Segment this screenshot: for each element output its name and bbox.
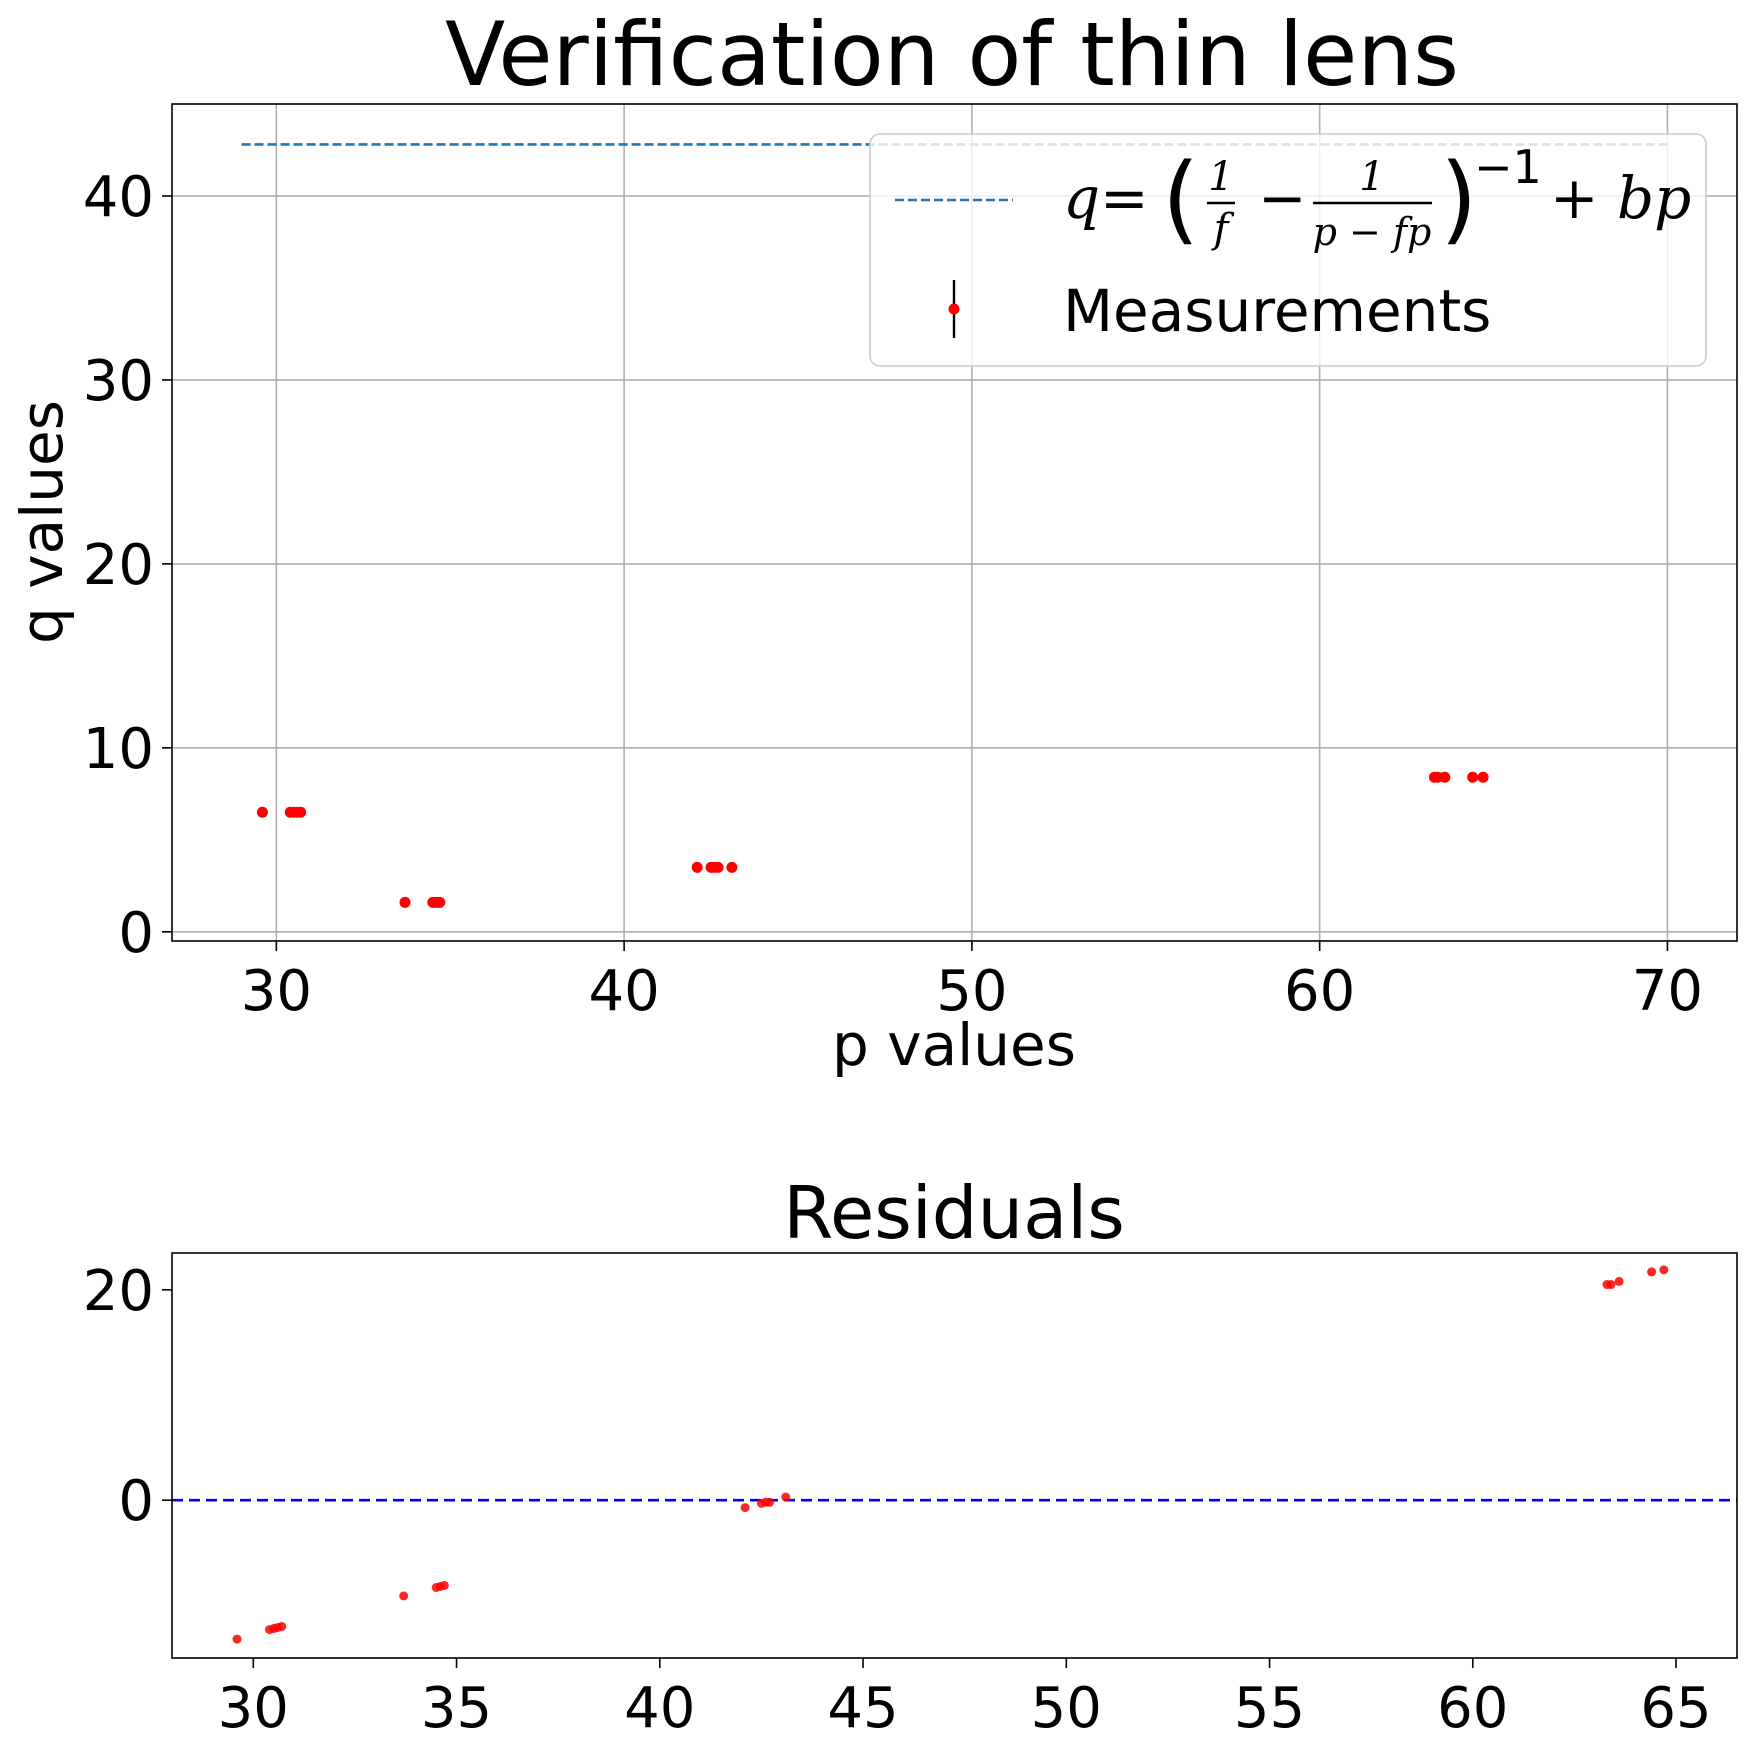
residuals-y-tick-label: 0 [118,1469,154,1534]
residuals-plot: Residuals 30 35 40 45 50 55 60 65 0 20 [83,1171,1738,1741]
residuals-ticks: 30 35 40 45 50 55 60 65 0 20 [83,1259,1712,1741]
residual-point [399,1591,409,1601]
main-y-tick-label: 0 [118,901,154,966]
residual-point [439,1580,449,1590]
measurement-point [1439,771,1451,783]
residuals-x-tick-label: 55 [1234,1676,1305,1741]
main-x-axis-label: p values [832,1011,1076,1079]
main-y-tick-label: 30 [83,349,154,414]
main-plot-frame [171,103,1738,942]
legend: q = ( 1 f − 1 p − fp ) −1 + bp Measureme… [869,133,1707,367]
residual-point [277,1621,287,1631]
measurement-point [295,806,307,818]
residual-point [740,1503,750,1513]
residuals-x-tick-label: 35 [421,1676,492,1741]
residual-point [1614,1276,1624,1286]
measurement-point [399,896,411,908]
main-y-tick-label: 40 [83,165,154,230]
residual-point [765,1497,775,1507]
measurement-point [1477,771,1489,783]
legend-frac2-den: p − fp [1313,210,1432,254]
measurement-point [1467,771,1479,783]
measurement-point [434,896,446,908]
main-title: Verification of thin lens [445,3,1459,106]
main-x-tick-label: 70 [1632,959,1703,1024]
legend-frac1-num: 1 [1208,154,1233,200]
legend-marker-swatch [948,303,960,315]
legend-measurements-label: Measurements [1063,277,1491,345]
residual-point [1647,1267,1657,1277]
residuals-x-tick-label: 45 [827,1676,898,1741]
measurement-point [726,861,738,873]
residual-point [232,1634,242,1644]
main-x-tick-label: 60 [1284,959,1355,1024]
legend-box [869,133,1707,367]
legend-paren-right: ) [1440,143,1477,255]
legend-frac2-num: 1 [1359,154,1384,200]
main-x-tick-label: 50 [936,959,1007,1024]
residual-point [781,1492,791,1502]
residuals-title: Residuals [783,1171,1125,1255]
legend-exponent: −1 [1474,140,1542,194]
residuals-x-tick-label: 65 [1640,1676,1711,1741]
legend-q: q [1063,164,1100,232]
residuals-plot-frame [171,1252,1738,1659]
main-y-axis-label: q values [8,400,76,644]
residuals-x-tick-label: 60 [1437,1676,1508,1741]
main-ticks: 30 40 50 60 70 0 10 20 30 40 [83,165,1703,1024]
residuals-y-tick-label: 20 [83,1259,154,1324]
residuals-x-tick-label: 30 [218,1676,289,1741]
measurement-point [712,861,724,873]
residuals-series [172,1265,1737,1644]
main-plot: Verification of thin lens 30 40 50 60 70 0 10 2… [8,3,1738,1079]
residual-point [1659,1265,1669,1275]
legend-plus-bp: + bp [1550,164,1691,232]
measurement-point [691,861,703,873]
main-x-tick-label: 40 [588,959,659,1024]
main-y-tick-label: 20 [83,533,154,598]
legend-equals: = [1100,164,1149,232]
legend-minus: − [1258,164,1307,232]
residuals-x-tick-label: 40 [624,1676,695,1741]
legend-paren-left: ( [1162,143,1199,255]
residual-point [1606,1280,1616,1290]
measurement-point [256,806,268,818]
main-x-tick-label: 30 [241,959,312,1024]
main-y-tick-label: 10 [83,717,154,782]
residuals-x-tick-label: 50 [1031,1676,1102,1741]
